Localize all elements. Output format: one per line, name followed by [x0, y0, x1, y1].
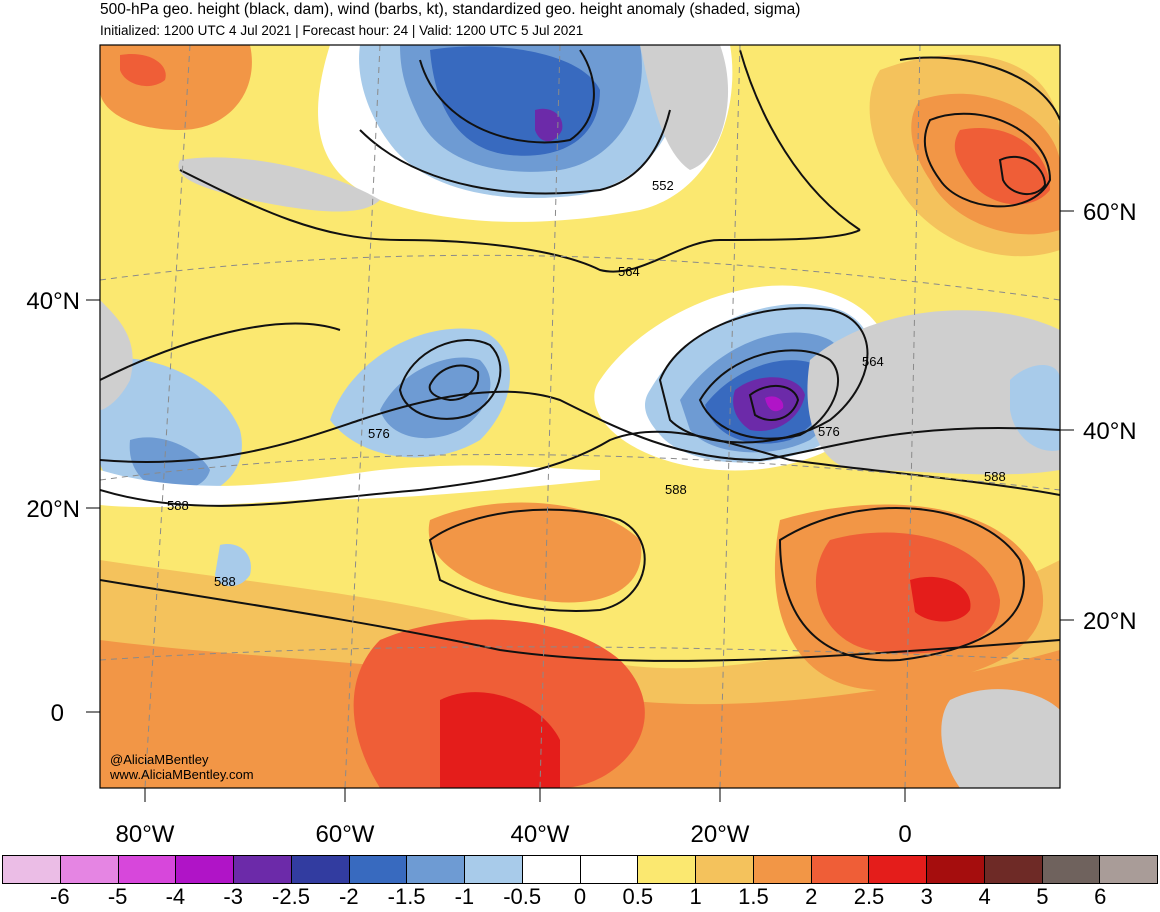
colorbar-swatch: [234, 856, 292, 883]
height-contours: [100, 49, 1060, 662]
contour-label: 588: [665, 482, 687, 497]
lon-label: 20°W: [691, 821, 750, 848]
lat-label-left: 0: [51, 700, 64, 727]
colorbar-tick-labels: -6 -5 -4 -3 -2.5 -2 -1.5 -1 -0.5 0 0.5 1 1.5 2 2.5 3 4 5 6: [0, 884, 1160, 912]
colorbar-tick-label: 4: [978, 884, 991, 909]
colorbar-tick-label: -3: [223, 884, 243, 909]
colorbar-swatch: [811, 856, 870, 883]
colorbar-tick-label: -5: [107, 884, 128, 909]
contour-label: 576: [368, 426, 390, 441]
lat-label-left: 20°N: [26, 496, 80, 523]
colorbar-swatch: [118, 856, 177, 883]
colorbar-swatch: [753, 856, 812, 883]
lon-label: 60°W: [316, 821, 375, 848]
lon-label: 40°W: [511, 821, 570, 848]
colorbar-tick-label: -6: [50, 884, 70, 909]
colorbar-tick-label: -1.5: [387, 884, 426, 909]
contour-label: 576: [818, 424, 840, 439]
contour-label: 564: [862, 354, 884, 369]
anomaly-shading: [100, 45, 1060, 788]
colorbar-tick-label: -2.5: [272, 884, 310, 909]
credit-handle: @AliciaMBentley: [110, 752, 209, 767]
contour-label: 588: [984, 469, 1006, 484]
contour-label: 588: [214, 574, 236, 589]
colorbar-tick-label: 1: [689, 884, 702, 909]
colorbar-swatch: [984, 856, 1043, 883]
lon-label: 80°W: [116, 821, 175, 848]
anomaly-colorbar: [2, 855, 1158, 884]
colorbar-tick-label: 6: [1094, 884, 1107, 909]
credit-website: www.AliciaMBentley.com: [110, 767, 254, 782]
colorbar-tick-label: 2.5: [853, 884, 885, 909]
colorbar-tick-label: 5: [1036, 884, 1049, 909]
lat-label-left: 40°N: [26, 288, 80, 315]
forecast-map: 552 564 564 576 576 588 588 588 588 40°N…: [26, 44, 1137, 848]
contour-label: 552: [652, 178, 674, 193]
colorbar-swatch: [3, 856, 61, 883]
graticule: [100, 45, 1060, 788]
axis-ticks: [86, 210, 1074, 802]
colorbar-tick-label: -2: [339, 884, 359, 909]
lat-label-right: 20°N: [1083, 608, 1137, 635]
contour-label: 564: [618, 264, 640, 279]
colorbar-tick-label: 0.5: [622, 884, 654, 909]
colorbar-swatch: [1100, 856, 1157, 883]
colorbar-tick-label: 2: [805, 884, 818, 909]
lat-label-right: 60°N: [1083, 199, 1137, 226]
colorbar-swatch: [696, 856, 754, 883]
colorbar-tick-label: 1.5: [738, 884, 769, 909]
colorbar-swatch: [349, 856, 408, 883]
colorbar-swatch: [927, 856, 985, 883]
colorbar-swatch: [60, 856, 119, 883]
colorbar-swatch: [522, 856, 581, 883]
lon-label: 0: [898, 821, 911, 848]
colorbar-tick-label: -1: [454, 884, 475, 909]
colorbar-swatch: [1042, 856, 1101, 883]
map-frame: [99, 44, 1061, 789]
colorbar-swatch: [580, 856, 639, 883]
map-subtitle: Initialized: 1200 UTC 4 Jul 2021 | Forec…: [100, 23, 584, 38]
colorbar-tick-label: -4: [165, 884, 186, 909]
colorbar-swatch: [465, 856, 523, 883]
colorbar-swatch: [638, 856, 696, 883]
colorbar-swatch: [176, 856, 234, 883]
map-title: 500-hPa geo. height (black, dam), wind (…: [100, 1, 801, 18]
colorbar-tick-label: -0.5: [503, 884, 542, 909]
contour-label-group: 552 564 564 576 576 588 588 588 588: [167, 178, 1006, 589]
colorbar-swatch: [291, 856, 350, 883]
colorbar-swatch: [407, 856, 465, 883]
colorbar-tick-label: 0: [573, 884, 587, 909]
colorbar-swatch: [869, 856, 927, 883]
contour-label: 588: [167, 498, 189, 513]
colorbar-tick-label: 3: [920, 884, 933, 909]
lat-label-right: 40°N: [1083, 418, 1137, 445]
